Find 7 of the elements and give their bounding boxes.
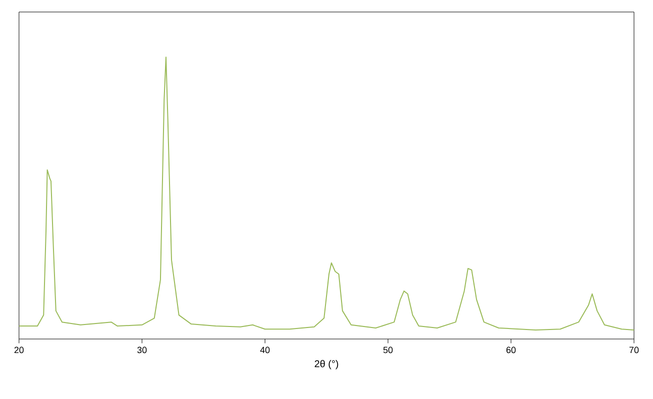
x-tick-label: 70	[629, 346, 639, 354]
x-tick-label: 30	[137, 346, 147, 354]
x-tick-label: 40	[260, 346, 270, 354]
x-tick-label: 60	[506, 346, 516, 354]
x-axis-title: 2θ (°)	[314, 360, 338, 370]
x-tick-label: 50	[383, 346, 393, 354]
x-tick-label: 20	[14, 346, 24, 354]
